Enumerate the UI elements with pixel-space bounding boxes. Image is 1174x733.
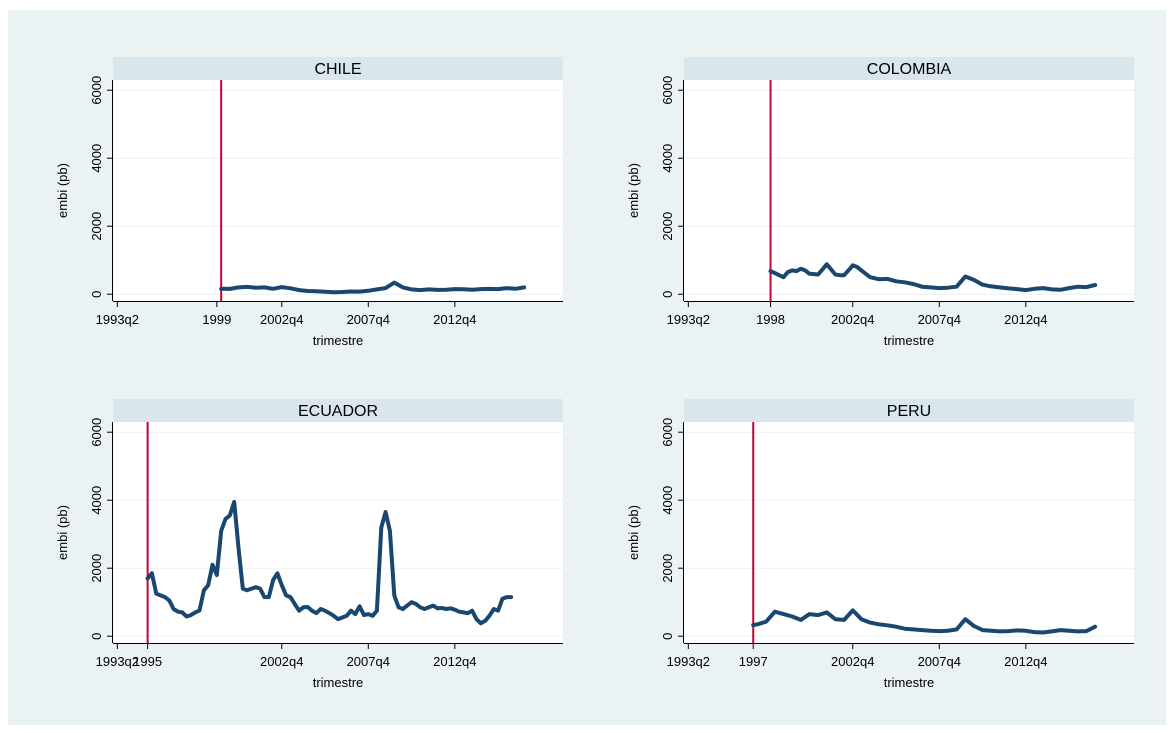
x-tick-label: 2012q4 xyxy=(433,654,476,669)
x-tick-label: 1993q2 xyxy=(667,654,710,669)
y-tick-label: 6000 xyxy=(89,418,104,447)
x-axis-title: trimestre xyxy=(884,675,935,690)
x-tick-label: 1997 xyxy=(739,654,768,669)
y-tick-label: 2000 xyxy=(89,212,104,241)
series-line xyxy=(219,280,527,295)
series-line xyxy=(145,499,514,626)
series-line xyxy=(768,262,1098,293)
x-tick-label: 1995 xyxy=(133,654,162,669)
y-tick-label: 6000 xyxy=(89,76,104,105)
x-tick-label: 1993q2 xyxy=(96,654,139,669)
y-tick-label: 2000 xyxy=(89,554,104,583)
panel-title-strip xyxy=(684,399,1134,422)
x-tick-label: 2002q4 xyxy=(260,312,303,327)
y-tick-label: 6000 xyxy=(660,76,675,105)
panel-peru: PERU 0 2000 4000 6000 1993q2 1997 2002q4 2007q4 2… xyxy=(626,399,1134,690)
x-axis-title: trimestre xyxy=(313,675,364,690)
y-tick-label: 0 xyxy=(660,291,675,298)
y-tick-label: 2000 xyxy=(660,554,675,583)
y-tick-label: 4000 xyxy=(89,486,104,515)
plot-area xyxy=(684,80,1134,301)
x-tick-label: 1993q2 xyxy=(96,312,139,327)
panel-colombia: COLOMBIA 0 2000 4000 6000 1993q2 1998 2002q4 200… xyxy=(626,57,1134,348)
plot-area xyxy=(113,80,563,301)
panel-title-strip xyxy=(113,399,563,422)
x-tick-label: 1999 xyxy=(202,312,231,327)
y-axis-title: embi (pb) xyxy=(626,505,641,560)
x-tick-label: 2007q4 xyxy=(918,654,961,669)
x-tick-label: 2002q4 xyxy=(831,654,874,669)
panel-title: ECUADOR xyxy=(298,403,378,420)
x-tick-label: 1998 xyxy=(756,312,785,327)
y-tick-label: 4000 xyxy=(89,144,104,173)
x-tick-label: 2012q4 xyxy=(433,312,476,327)
panel-chile: CHILE 0 2000 4000 6000 1993q2 1999 2002q4 2007q4… xyxy=(55,57,563,348)
x-tick-label: 1993q2 xyxy=(667,312,710,327)
y-tick-label: 0 xyxy=(660,633,675,640)
y-tick-label: 2000 xyxy=(660,212,675,241)
y-tick-label: 6000 xyxy=(660,418,675,447)
panels: CHILE 0 2000 4000 6000 1993q2 1999 2002q4 2007q4… xyxy=(55,57,1134,690)
y-tick-label: 0 xyxy=(89,633,104,640)
x-axis-title: trimestre xyxy=(884,333,935,348)
x-tick-label: 2007q4 xyxy=(347,312,390,327)
panel-title: PERU xyxy=(887,403,931,420)
panel-title: CHILE xyxy=(314,61,361,78)
panel-title: COLOMBIA xyxy=(867,61,952,78)
y-tick-label: 0 xyxy=(89,291,104,298)
x-tick-label: 2002q4 xyxy=(831,312,874,327)
x-tick-label: 2007q4 xyxy=(918,312,961,327)
x-tick-label: 2002q4 xyxy=(260,654,303,669)
y-axis-title: embi (pb) xyxy=(55,505,70,560)
plot-area xyxy=(113,422,563,643)
y-axis-title: embi (pb) xyxy=(55,163,70,218)
y-tick-label: 4000 xyxy=(660,486,675,515)
panel-title-strip xyxy=(113,57,563,80)
y-tick-label: 4000 xyxy=(660,144,675,173)
series-line xyxy=(751,608,1098,635)
plot-area xyxy=(684,422,1134,643)
x-axis-title: trimestre xyxy=(313,333,364,348)
x-tick-label: 2012q4 xyxy=(1004,312,1047,327)
panel-title-strip xyxy=(684,57,1134,80)
x-tick-label: 2007q4 xyxy=(347,654,390,669)
y-axis-title: embi (pb) xyxy=(626,163,641,218)
x-tick-label: 2012q4 xyxy=(1004,654,1047,669)
